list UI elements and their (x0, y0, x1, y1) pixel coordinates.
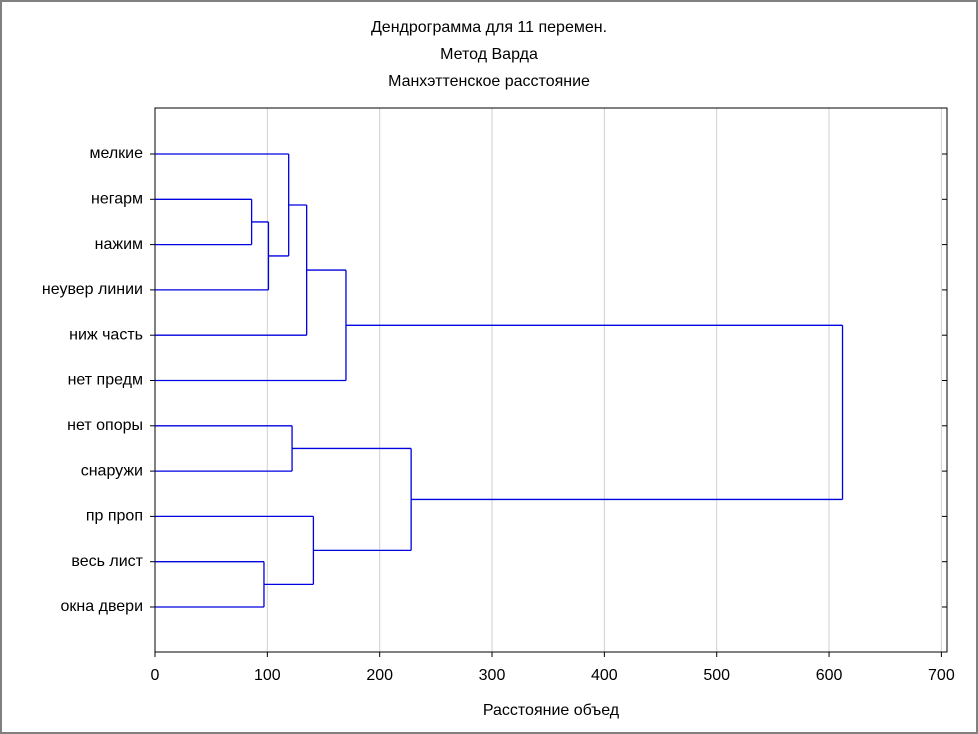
x-tick-label: 500 (703, 667, 730, 684)
chart-subtitle: Метод Варда (440, 46, 538, 63)
leaf-label: негарм (91, 191, 143, 208)
x-tick-label: 600 (816, 667, 843, 684)
leaf-label: неувер линии (42, 281, 143, 298)
leaf-label: окна двери (61, 598, 143, 615)
leaf-label: мелкие (89, 145, 143, 162)
chart-subtitle: Манхэттенское расстояние (388, 73, 590, 90)
leaf-label: снаружи (81, 462, 143, 479)
x-tick-label: 300 (479, 667, 506, 684)
x-axis-label: Расстояние объед (483, 702, 620, 719)
leaf-label: пр проп (86, 508, 143, 525)
leaf-label: нет опоры (67, 417, 143, 434)
chart-title: Дендрограмма для 11 перемен. (371, 19, 607, 36)
cluster-link (155, 153, 290, 257)
x-tick-label: 700 (928, 667, 955, 684)
cluster-link (292, 447, 412, 552)
cluster-link (155, 561, 265, 608)
leaf-label: весь лист (71, 553, 143, 570)
x-tick-label: 200 (366, 667, 393, 684)
leaf-label: ниж часть (69, 326, 143, 343)
x-tick-label: 400 (591, 667, 618, 684)
leaf-label: нажим (95, 236, 143, 253)
leaf-label: нет предм (68, 372, 143, 389)
cluster-link (155, 425, 293, 472)
cluster-link (345, 324, 844, 501)
x-tick-label: 100 (254, 667, 281, 684)
x-tick-label: 0 (151, 667, 160, 684)
